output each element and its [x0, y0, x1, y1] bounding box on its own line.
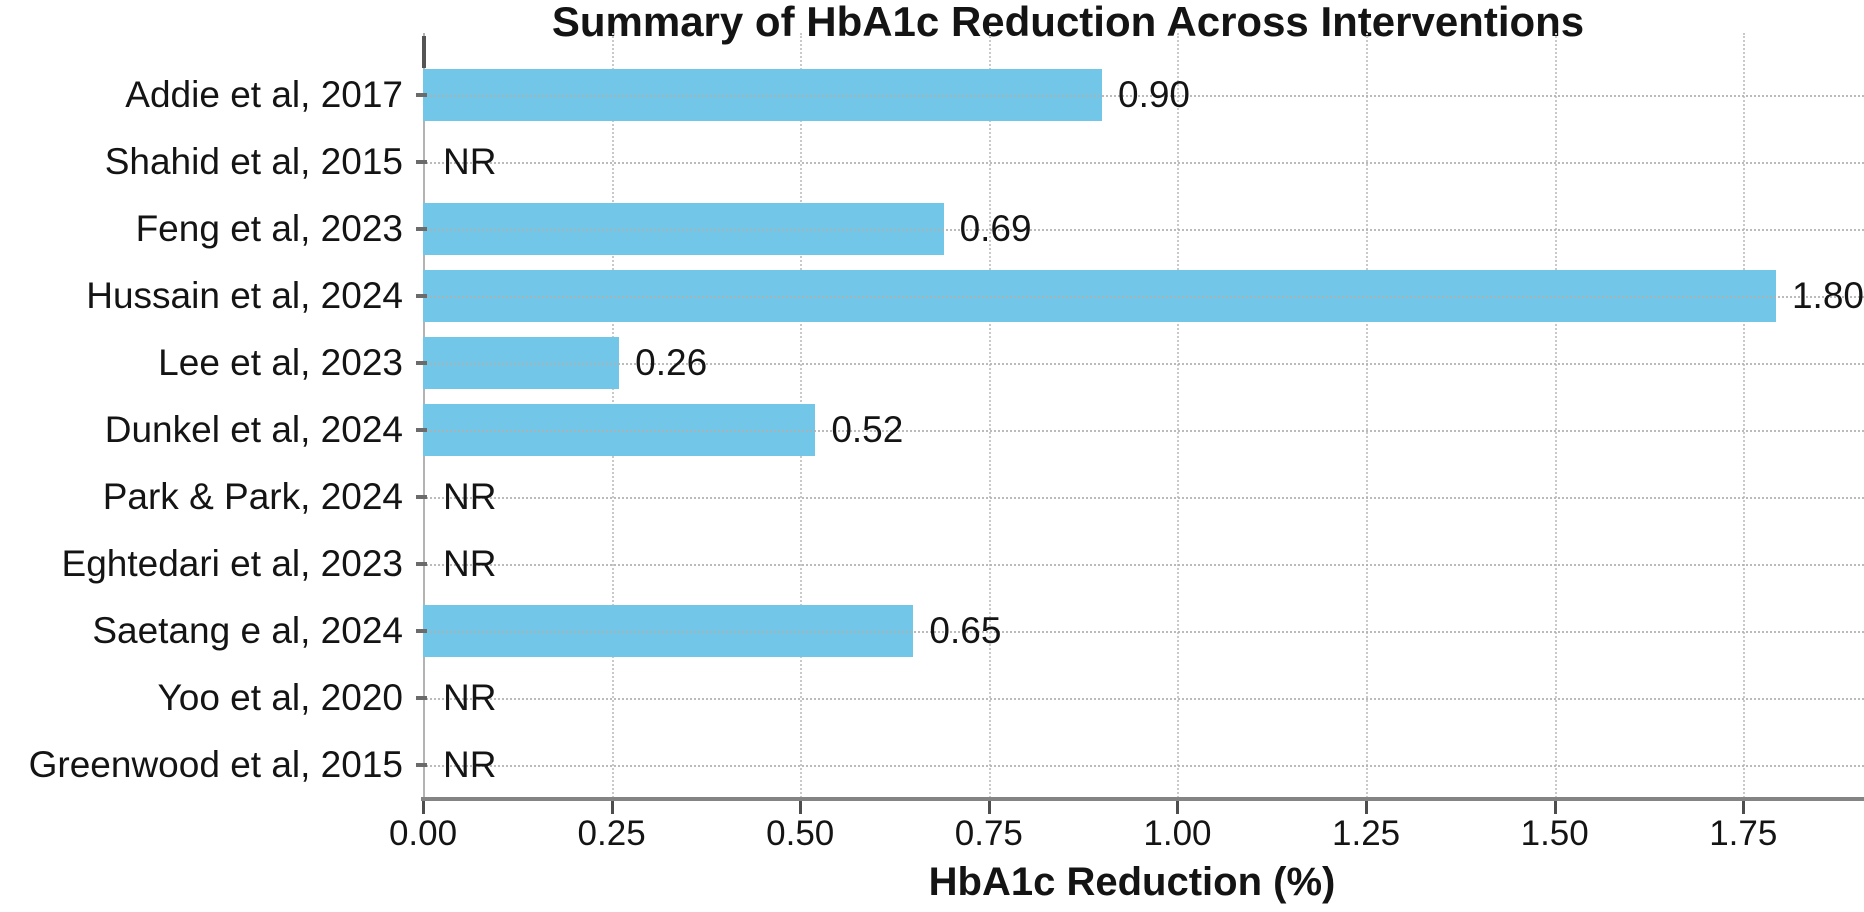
bar-row: 0.90	[416, 61, 1864, 128]
bar-rows: 0.90 NR 0.69 1.80 0.26 0.52 NR NR 0.65 NR NR	[416, 33, 1864, 798]
y-tick-mark	[416, 494, 427, 499]
y-tick-mark	[416, 360, 427, 365]
bar-row: 1.80	[416, 262, 1864, 329]
category-label: Addie et al, 2017	[125, 73, 403, 115]
bar-row: NR	[416, 664, 1864, 731]
y-tick-mark	[416, 293, 427, 298]
chart-title: Summary of HbA1c Reduction Across Interv…	[551, 0, 1585, 45]
x-tick-mark	[1176, 801, 1180, 814]
y-tick-mark	[416, 226, 427, 231]
x-tick-mark	[422, 801, 425, 814]
category-label: Dunkel et al, 2024	[104, 408, 403, 450]
y-tick-mark	[416, 628, 427, 633]
h-gridline	[423, 697, 1864, 700]
value-label: 0.65	[929, 609, 1002, 651]
value-label: 0.90	[1118, 73, 1191, 115]
x-tick-mark	[1742, 801, 1746, 814]
x-tick-label: 0.25	[577, 814, 646, 853]
h-gridline	[423, 161, 1864, 164]
nr-label: NR	[443, 743, 497, 785]
y-tick-mark	[416, 159, 427, 164]
category-label: Feng et al, 2023	[135, 207, 403, 249]
x-tick-label: 0.50	[766, 814, 835, 853]
bar-row: 0.52	[416, 396, 1864, 463]
x-tick-label: 0.75	[954, 814, 1023, 853]
value-label: 0.69	[959, 207, 1032, 249]
x-tick-label: 1.25	[1332, 814, 1401, 853]
y-axis-spine-top-segment	[422, 36, 426, 68]
y-tick-mark	[416, 695, 427, 700]
y-axis-category-labels: Addie et al, 2017 Shahid et al, 2015 Feng …	[0, 33, 403, 798]
x-tick-mark	[610, 801, 614, 814]
y-tick-mark	[416, 427, 427, 432]
category-label: Yoo et al, 2020	[157, 676, 403, 718]
x-axis-label: HbA1c Reduction (%)	[928, 860, 1336, 904]
y-tick-mark	[416, 92, 427, 97]
category-label: Greenwood et al, 2015	[28, 743, 403, 785]
x-tick-label: 1.00	[1143, 814, 1212, 853]
y-tick-mark	[416, 561, 427, 566]
bar-row: NR	[416, 530, 1864, 597]
h-gridline	[423, 496, 1864, 499]
category-label: Eghtedari et al, 2023	[61, 542, 403, 584]
nr-label: NR	[443, 475, 497, 517]
bar-row: 0.69	[416, 195, 1864, 262]
v-gridline	[1743, 33, 1746, 798]
v-gridline	[1366, 33, 1369, 798]
bar	[423, 403, 816, 456]
bar	[423, 604, 914, 657]
nr-label: NR	[443, 140, 497, 182]
category-label: Lee et al, 2023	[158, 341, 403, 383]
bar	[423, 336, 620, 389]
bar-row: NR	[416, 731, 1864, 798]
y-tick-mark	[416, 762, 427, 767]
nr-label: NR	[443, 542, 497, 584]
bar-row: 0.65	[416, 597, 1864, 664]
value-label: 0.52	[831, 408, 904, 450]
x-tick-label: 1.75	[1709, 814, 1778, 853]
nr-label: NR	[443, 676, 497, 718]
plot-area: 0.90 NR 0.69 1.80 0.26 0.52 NR NR 0.65 NR NR	[416, 33, 1864, 798]
x-tick-label: 1.50	[1520, 814, 1589, 853]
value-label: 1.80	[1791, 274, 1864, 316]
x-tick-mark	[1553, 801, 1557, 814]
bar-row: 0.26	[416, 329, 1864, 396]
v-gridline	[988, 33, 991, 798]
bar	[423, 68, 1102, 121]
h-gridline	[423, 764, 1864, 767]
x-tick-mark	[799, 801, 803, 814]
bar-row: NR	[416, 128, 1864, 195]
category-label: Hussain et al, 2024	[86, 274, 403, 316]
category-label: Shahid et al, 2015	[104, 140, 403, 182]
x-axis-line	[421, 797, 1864, 801]
v-gridline	[1177, 33, 1180, 798]
value-label: 0.26	[635, 341, 708, 383]
x-tick-mark	[987, 801, 991, 814]
category-label: Park & Park, 2024	[102, 475, 403, 517]
bar	[423, 269, 1776, 322]
v-gridline	[1554, 33, 1557, 798]
x-tick-label: 0.00	[388, 814, 458, 853]
x-tick-mark	[1365, 801, 1369, 814]
category-label: Saetang e al, 2024	[92, 609, 403, 651]
bar	[423, 202, 944, 255]
h-gridline	[423, 563, 1864, 566]
bar-row: NR	[416, 463, 1864, 530]
